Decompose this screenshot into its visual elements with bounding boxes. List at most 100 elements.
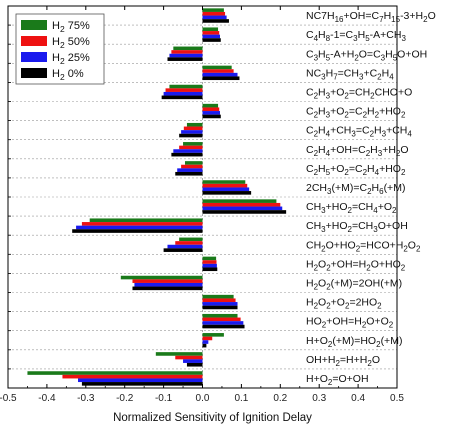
bars-layer <box>27 8 287 386</box>
reaction-label-6: C2​H4​+CH3​=C2​H3​+CH4​ <box>306 125 412 139</box>
bar-0-5 <box>202 103 219 108</box>
legend-label-2: H2​ 25% <box>52 52 90 66</box>
bar-0-15 <box>202 294 234 299</box>
bar-3-15 <box>202 305 238 310</box>
bar-2-6 <box>181 130 203 134</box>
reaction-label-7: C2​H4​+OH=C2​H3​+H2​O <box>306 144 409 158</box>
bar-2-18 <box>183 359 203 363</box>
reaction-label-3: NC3​H7​=CH3​+C2​H4​ <box>306 67 394 81</box>
reaction-label-19: H+O2​=O+OH <box>306 373 369 387</box>
bar-1-15 <box>202 298 236 303</box>
bar-1-11 <box>81 222 203 226</box>
bar-2-15 <box>202 302 238 306</box>
bar-1-1 <box>202 31 220 35</box>
bar-0-4 <box>169 84 203 89</box>
reaction-label-13: H2​O2​+OH=H2​O+HO2​ <box>306 258 406 272</box>
bar-1-2 <box>171 50 203 54</box>
bar-0-11 <box>89 218 203 223</box>
bar-3-9 <box>202 191 252 195</box>
bar-2-12 <box>167 244 203 249</box>
x-axis: -0.5 -0.4 -0.3 -0.2 -0.1 0.0 0.1 0.2 0.3 0.4 0.5 <box>0 5 404 404</box>
bar-3-6 <box>179 133 203 138</box>
reaction-label-2: C3​H5​-A+H2​O=C3​H5​O+OH <box>306 48 427 62</box>
bar-2-10 <box>202 206 283 211</box>
bar-0-2 <box>173 46 203 51</box>
bar-1-7 <box>179 145 203 150</box>
bar-1-9 <box>202 183 248 188</box>
reaction-label-12: CH2​O+HO2​=HCO+H2​O2​ <box>306 239 421 253</box>
reaction-label-10: CH3​+HO2​=CH4​+O2​ <box>306 201 397 215</box>
bar-1-10 <box>202 202 281 207</box>
bar-2-11 <box>76 225 203 230</box>
legend-label-3: H2​ 0% <box>52 68 84 82</box>
reaction-label-11: CH3​+HO2​=CH3​O+OH <box>306 220 408 234</box>
bar-3-3 <box>202 76 240 81</box>
bar-2-5 <box>202 111 221 115</box>
x-tick-label: 0.3 <box>312 393 326 404</box>
x-tick-label: 0.4 <box>351 393 365 404</box>
bar-2-8 <box>177 168 203 172</box>
bar-3-8 <box>175 171 203 176</box>
bar-2-13 <box>202 263 217 268</box>
x-tick-label: 0.2 <box>273 393 287 404</box>
legend: H2​ 75% H2​ 50% H2​ 25% H2​ 0% <box>15 13 105 85</box>
bar-1-19 <box>62 374 203 379</box>
reaction-label-14: H2​O2​(+M)=2OH(+M) <box>306 277 402 291</box>
bar-0-1 <box>202 27 219 32</box>
bar-1-0 <box>202 11 226 16</box>
bar-0-19 <box>27 371 203 375</box>
bar-3-17 <box>202 343 207 348</box>
x-tick-label: -0.3 <box>77 393 95 404</box>
x-tick-label: 0.1 <box>234 393 248 404</box>
bar-1-5 <box>202 107 220 112</box>
legend-swatch-3 <box>21 68 47 78</box>
bar-2-1 <box>202 34 221 39</box>
bar-0-18 <box>155 352 203 356</box>
bar-3-12 <box>163 248 203 252</box>
bar-0-14 <box>120 275 203 280</box>
bar-3-1 <box>202 38 221 42</box>
legend-label-1: H2​ 50% <box>52 36 90 50</box>
bar-0-3 <box>202 65 232 70</box>
bar-1-14 <box>132 279 203 283</box>
bar-3-18 <box>186 362 203 367</box>
x-tick-label: -0.5 <box>0 393 17 404</box>
bar-1-16 <box>202 317 241 322</box>
reaction-label-16: HO2​+OH=H2​O+O2​ <box>306 316 394 330</box>
legend-label-0: H2​ 75% <box>52 20 90 34</box>
x-tick-label: 0.0 <box>196 393 210 404</box>
reaction-label-9: 2CH3​(+M)=C2​H6​(+M) <box>306 182 405 196</box>
bar-3-2 <box>167 57 203 61</box>
bar-2-7 <box>173 149 203 153</box>
bar-1-4 <box>165 88 203 92</box>
bar-1-8 <box>181 164 203 169</box>
bar-2-17 <box>202 340 209 344</box>
bar-3-4 <box>161 95 203 100</box>
bar-0-13 <box>202 256 217 261</box>
bar-2-3 <box>202 72 238 77</box>
bar-3-0 <box>202 19 229 23</box>
x-axis-title: Normalized Sensitivity of Ignition Delay <box>113 412 312 424</box>
reaction-label-18: OH+H2​=H+H2​O <box>306 354 380 368</box>
bar-2-14 <box>134 282 203 287</box>
reaction-labels: NC7H16​+OH=C7​H15​-3+H2​O C4​H8​-1=C3​H5​… <box>306 10 436 387</box>
bar-3-11 <box>72 229 203 233</box>
bar-1-3 <box>202 69 234 73</box>
bar-0-10 <box>202 199 277 203</box>
bar-2-19 <box>78 378 203 383</box>
bar-0-7 <box>183 142 203 146</box>
bar-0-9 <box>202 180 246 184</box>
x-tick-label: 0.5 <box>390 393 404 404</box>
reaction-label-15: H2​O2​+O2​=2HO2​ <box>306 297 382 311</box>
bar-0-0 <box>202 8 224 12</box>
bar-3-14 <box>132 286 203 291</box>
bar-0-17 <box>202 333 224 337</box>
bar-1-17 <box>202 336 213 341</box>
x-tick-label: -0.1 <box>155 393 173 404</box>
bar-3-7 <box>171 152 203 157</box>
reaction-label-8: C2​H5​+O2​=C2​H4​+HO2​ <box>306 163 406 177</box>
reaction-label-5: C2​H3​+O2​=C2​H2​+HO2​ <box>306 106 406 120</box>
legend-swatch-1 <box>21 36 47 46</box>
bar-2-16 <box>202 321 244 325</box>
